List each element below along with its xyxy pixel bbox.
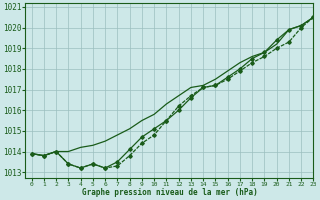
X-axis label: Graphe pression niveau de la mer (hPa): Graphe pression niveau de la mer (hPa) [82,188,257,197]
